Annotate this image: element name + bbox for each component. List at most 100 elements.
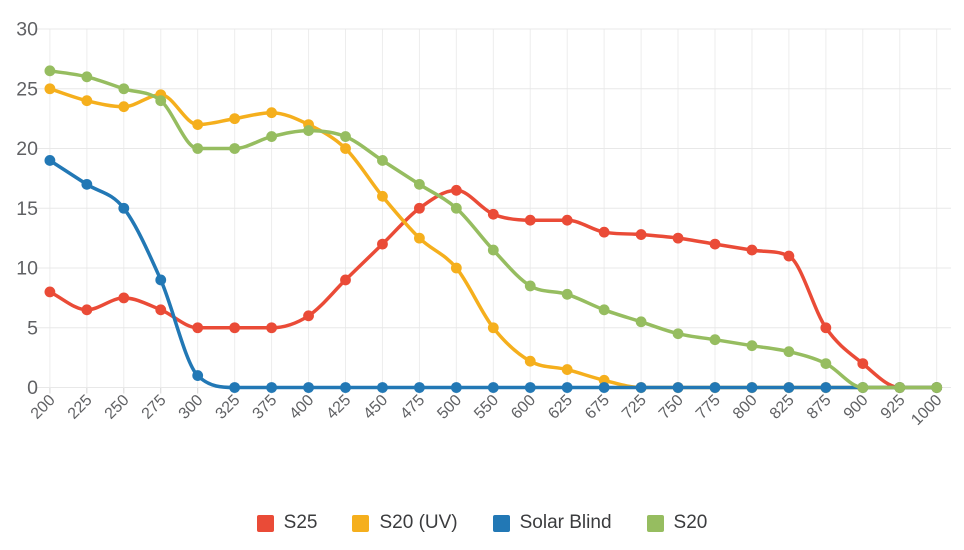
data-point-s20[interactable]: [450, 202, 462, 214]
data-point-solar-blind[interactable]: [598, 382, 610, 393]
data-point-solar-blind[interactable]: [635, 382, 647, 393]
data-point-solar-blind[interactable]: [266, 382, 277, 393]
data-point-solar-blind[interactable]: [524, 382, 536, 393]
y-axis-labels: 0 5 10 15 20 25 30: [16, 19, 38, 400]
data-point-s20[interactable]: [81, 71, 93, 83]
data-point-solar-blind[interactable]: [155, 274, 167, 286]
series-s25: [44, 184, 943, 393]
data-point-s20[interactable]: [857, 382, 869, 393]
series-solar-blind: [44, 155, 943, 393]
legend-item-s25[interactable]: S25: [256, 511, 317, 535]
data-point-s20[interactable]: [192, 143, 204, 154]
data-point-s25[interactable]: [155, 304, 167, 316]
data-point-s20-uv[interactable]: [118, 101, 130, 113]
data-point-solar-blind[interactable]: [487, 382, 499, 393]
legend-item-s20[interactable]: S20: [646, 511, 708, 535]
data-point-s25[interactable]: [118, 292, 130, 304]
data-point-solar-blind[interactable]: [414, 382, 425, 393]
data-point-s25[interactable]: [377, 238, 388, 250]
data-point-s20[interactable]: [266, 131, 277, 142]
data-point-s25[interactable]: [709, 238, 721, 250]
data-point-s25[interactable]: [303, 310, 314, 322]
data-point-s25[interactable]: [561, 214, 573, 226]
data-point-solar-blind[interactable]: [81, 178, 93, 190]
data-point-s25[interactable]: [857, 358, 869, 369]
data-point-s20[interactable]: [414, 178, 425, 190]
data-point-solar-blind[interactable]: [672, 382, 684, 393]
data-point-solar-blind[interactable]: [118, 202, 130, 214]
data-point-solar-blind[interactable]: [450, 382, 462, 393]
data-point-s20[interactable]: [118, 83, 130, 95]
data-point-s20[interactable]: [340, 131, 351, 142]
data-point-s20[interactable]: [561, 288, 573, 300]
y-axis-tick-label: 20: [16, 138, 38, 160]
data-point-s20[interactable]: [303, 125, 314, 136]
data-point-s20-uv[interactable]: [561, 364, 573, 375]
data-point-solar-blind[interactable]: [340, 382, 351, 393]
data-point-s25[interactable]: [635, 229, 647, 240]
data-point-s25[interactable]: [783, 250, 795, 262]
data-point-s25[interactable]: [820, 322, 832, 334]
data-point-s25[interactable]: [44, 286, 56, 298]
data-point-solar-blind[interactable]: [783, 382, 795, 393]
data-point-s25[interactable]: [487, 208, 499, 220]
data-point-s25[interactable]: [229, 322, 241, 334]
data-point-s20[interactable]: [524, 280, 536, 292]
data-point-s20[interactable]: [672, 328, 684, 340]
data-point-s25[interactable]: [414, 202, 425, 214]
data-point-s20[interactable]: [598, 304, 610, 316]
data-point-solar-blind[interactable]: [561, 382, 573, 393]
data-point-s20[interactable]: [931, 382, 943, 393]
data-point-s20[interactable]: [820, 358, 832, 369]
data-point-s25[interactable]: [81, 304, 93, 316]
data-point-s25[interactable]: [266, 322, 277, 334]
x-axis-tick-label: 325: [213, 392, 244, 423]
x-axis-tick-label: 775: [693, 392, 724, 423]
data-point-s25[interactable]: [450, 184, 462, 196]
data-point-solar-blind[interactable]: [229, 382, 241, 393]
data-point-s20-uv[interactable]: [192, 119, 204, 130]
data-point-solar-blind[interactable]: [303, 382, 314, 393]
data-point-s20[interactable]: [783, 346, 795, 358]
plot-area: 0 5 10 15 20 25 30 200 225 250 275 300 325 375 400 425 4…: [16, 19, 951, 429]
data-point-s20-uv[interactable]: [229, 113, 241, 125]
data-point-s20[interactable]: [377, 155, 388, 166]
data-point-solar-blind[interactable]: [192, 370, 204, 381]
data-point-solar-blind[interactable]: [820, 382, 832, 393]
data-point-s20[interactable]: [635, 316, 647, 328]
data-point-solar-blind[interactable]: [44, 155, 56, 166]
data-point-s20-uv[interactable]: [450, 262, 462, 274]
data-point-s20[interactable]: [487, 244, 499, 256]
data-point-solar-blind[interactable]: [746, 382, 758, 393]
legend-item-s20-uv[interactable]: S20 (UV): [352, 511, 458, 535]
x-axis-tick-label: 1000: [908, 392, 945, 429]
x-axis-tick-label: 225: [65, 392, 96, 423]
data-point-s20-uv[interactable]: [340, 143, 351, 154]
legend-item-solar-blind[interactable]: Solar Blind: [492, 511, 612, 535]
data-point-s20-uv[interactable]: [266, 107, 277, 119]
data-point-s20[interactable]: [709, 334, 721, 346]
data-point-s25[interactable]: [524, 214, 536, 226]
x-axis-tick-label: 550: [471, 392, 502, 423]
x-axis-tick-label: 925: [878, 392, 909, 423]
x-axis-tick-label: 750: [656, 392, 687, 423]
data-point-s25[interactable]: [598, 226, 610, 238]
data-point-s20-uv[interactable]: [487, 322, 499, 334]
data-point-s20[interactable]: [155, 95, 167, 107]
data-point-solar-blind[interactable]: [709, 382, 721, 393]
data-point-s20[interactable]: [44, 65, 56, 77]
data-point-s20-uv[interactable]: [44, 83, 56, 95]
data-point-s20[interactable]: [229, 143, 241, 154]
data-point-solar-blind[interactable]: [377, 382, 388, 393]
data-point-s25[interactable]: [746, 244, 758, 256]
data-point-s25[interactable]: [340, 274, 351, 286]
data-point-s25[interactable]: [672, 232, 684, 244]
legend-label: S20: [673, 512, 708, 533]
data-point-s20-uv[interactable]: [377, 190, 388, 202]
data-point-s25[interactable]: [192, 322, 204, 334]
data-point-s20-uv[interactable]: [414, 232, 425, 244]
data-point-s20[interactable]: [746, 340, 758, 352]
data-point-s20[interactable]: [894, 382, 906, 393]
data-point-s20-uv[interactable]: [81, 95, 93, 107]
data-point-s20-uv[interactable]: [524, 355, 536, 367]
